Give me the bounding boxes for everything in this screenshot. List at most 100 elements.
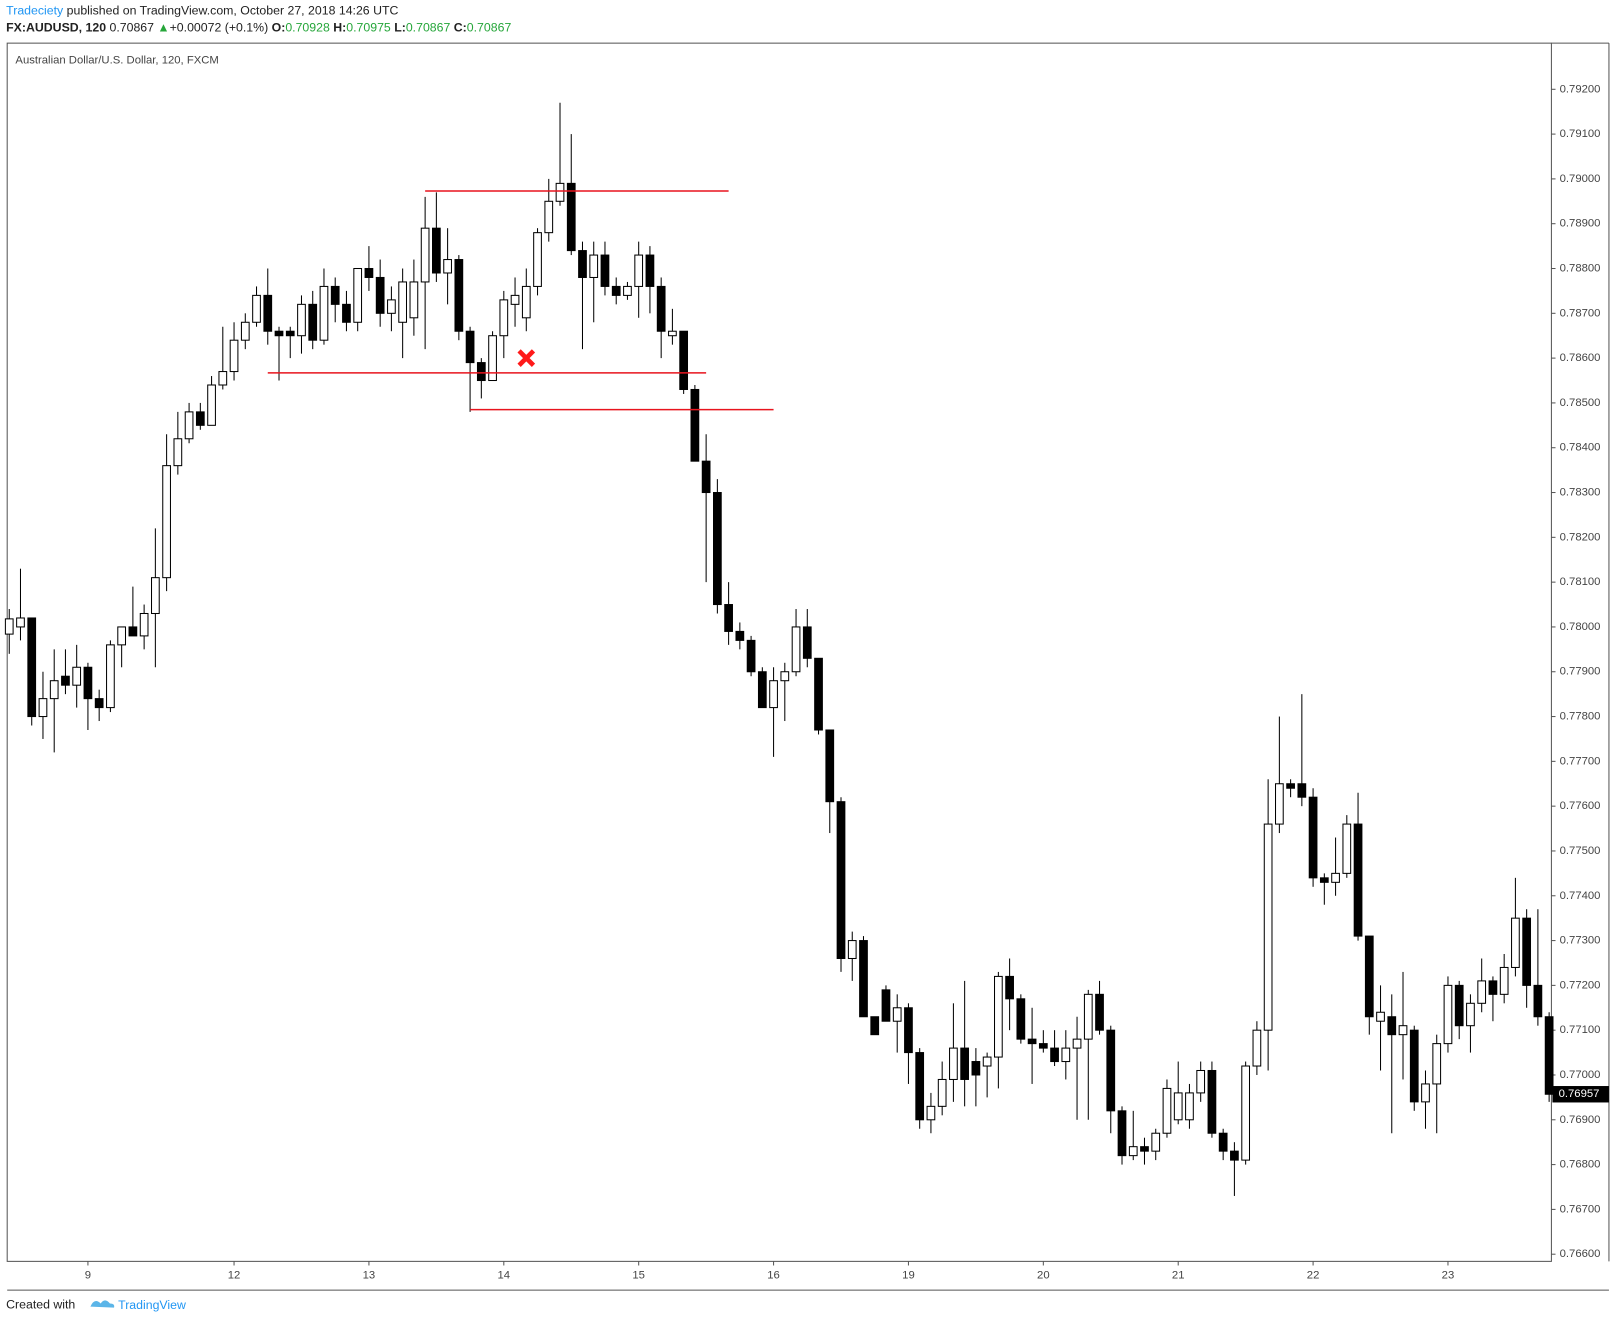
candle-body [949, 1047, 958, 1080]
y-tick-label: 0.77000 [1560, 1069, 1601, 1081]
candle-body [94, 698, 104, 709]
candle-body [994, 975, 1003, 1058]
footer-brand[interactable]: TradingView [118, 1298, 186, 1312]
candle-body [38, 698, 48, 718]
candle-body [218, 371, 228, 386]
candle-body [1083, 993, 1093, 1040]
x-tick-label: 21 [1172, 1270, 1185, 1282]
candle-body [757, 671, 767, 709]
candle-body [1432, 1043, 1442, 1085]
candle-body [690, 388, 700, 462]
symbol: FX:AUDUSD, 120 [6, 21, 106, 35]
candle-body [578, 250, 587, 278]
candle-body [701, 460, 711, 494]
candle-body [229, 339, 239, 373]
candle-body [544, 200, 554, 234]
candle-body [330, 285, 340, 305]
candle-body [173, 438, 183, 467]
y-tick-label: 0.78400 [1560, 442, 1601, 454]
candle-body [589, 254, 599, 278]
candle-body [375, 276, 385, 314]
candle-body [499, 299, 509, 337]
candle-body [1466, 1002, 1475, 1027]
candle-body [1308, 796, 1318, 879]
candle-body [881, 989, 891, 1022]
x-tick-label: 22 [1307, 1270, 1320, 1282]
y-tick-label: 0.79000 [1560, 173, 1601, 185]
h: 0.70975 [346, 21, 391, 35]
candle-body [420, 227, 430, 283]
chart-title: Australian Dollar/U.S. Dollar, 120, FXCM [15, 55, 218, 67]
l-label: L: [394, 21, 406, 35]
candle-body [274, 330, 284, 337]
candle-body [555, 182, 565, 202]
candle-body [1241, 1065, 1251, 1161]
candle-body [1477, 980, 1487, 1004]
footer: Created with [6, 1298, 75, 1312]
y-tick-label: 0.78200 [1560, 531, 1601, 543]
candle-body [802, 626, 812, 659]
candle-body [713, 492, 722, 606]
candle-body [1353, 823, 1363, 937]
candle-body [195, 411, 205, 426]
candle-body [1151, 1132, 1161, 1152]
candle-body [1297, 783, 1307, 798]
candle-body [1173, 1092, 1183, 1121]
candle-body [16, 617, 25, 628]
candle-body [285, 330, 295, 337]
candle-body [83, 666, 93, 700]
candle-body [1443, 984, 1453, 1045]
change: +0.00072 (+0.1%) [170, 21, 269, 35]
candle-body [533, 232, 542, 287]
candle-body [139, 612, 149, 637]
candle-body [488, 335, 497, 382]
candle-body [611, 285, 621, 296]
y-tick-label: 0.77400 [1560, 890, 1601, 902]
h-label: H: [333, 21, 346, 35]
candle-body [521, 285, 531, 319]
candle-body [1331, 872, 1340, 883]
candle-body [656, 285, 666, 332]
x-tick-label: 12 [228, 1270, 241, 1282]
candle-body [1387, 1016, 1397, 1036]
y-tick-label: 0.78100 [1560, 576, 1601, 588]
tradingview-logo [90, 1300, 115, 1308]
y-tick-label: 0.77600 [1560, 800, 1601, 812]
candle-body [319, 285, 329, 341]
candle-body [870, 1016, 880, 1036]
candle-body [353, 267, 363, 323]
candle-body [106, 644, 115, 709]
candle-body [1207, 1069, 1217, 1134]
y-tick-label: 0.78800 [1560, 262, 1601, 274]
candle-body [892, 1007, 902, 1022]
candle-body [1196, 1069, 1206, 1094]
candle-body [1263, 823, 1273, 1031]
candle-body [510, 294, 520, 305]
candle-body [1140, 1146, 1149, 1152]
candle-body [342, 303, 351, 323]
y-tick-label: 0.78000 [1560, 621, 1601, 633]
candle-body [364, 267, 374, 278]
candle-body [297, 303, 306, 337]
y-tick-label: 0.77800 [1560, 711, 1601, 723]
candle-body [746, 639, 756, 673]
y-tick-label: 0.77700 [1560, 755, 1601, 767]
x-tick-label: 20 [1037, 1270, 1050, 1282]
candle-body [1488, 980, 1498, 995]
candle-body [1185, 1092, 1194, 1121]
candle-body [859, 940, 868, 1018]
c-label: C: [454, 21, 467, 35]
candle-body [1409, 1029, 1419, 1103]
author[interactable]: Tradeciety [6, 4, 64, 18]
candle-body [645, 254, 655, 287]
candle-body [1364, 935, 1374, 1018]
candle-body [1342, 823, 1352, 874]
x-tick-label: 23 [1442, 1270, 1455, 1282]
o-label: O: [272, 21, 286, 35]
candle-body [1522, 917, 1532, 986]
y-tick-label: 0.78500 [1560, 397, 1601, 409]
y-tick-label: 0.78700 [1560, 307, 1601, 319]
y-tick-label: 0.77300 [1560, 935, 1601, 947]
y-tick-label: 0.77100 [1560, 1024, 1601, 1036]
